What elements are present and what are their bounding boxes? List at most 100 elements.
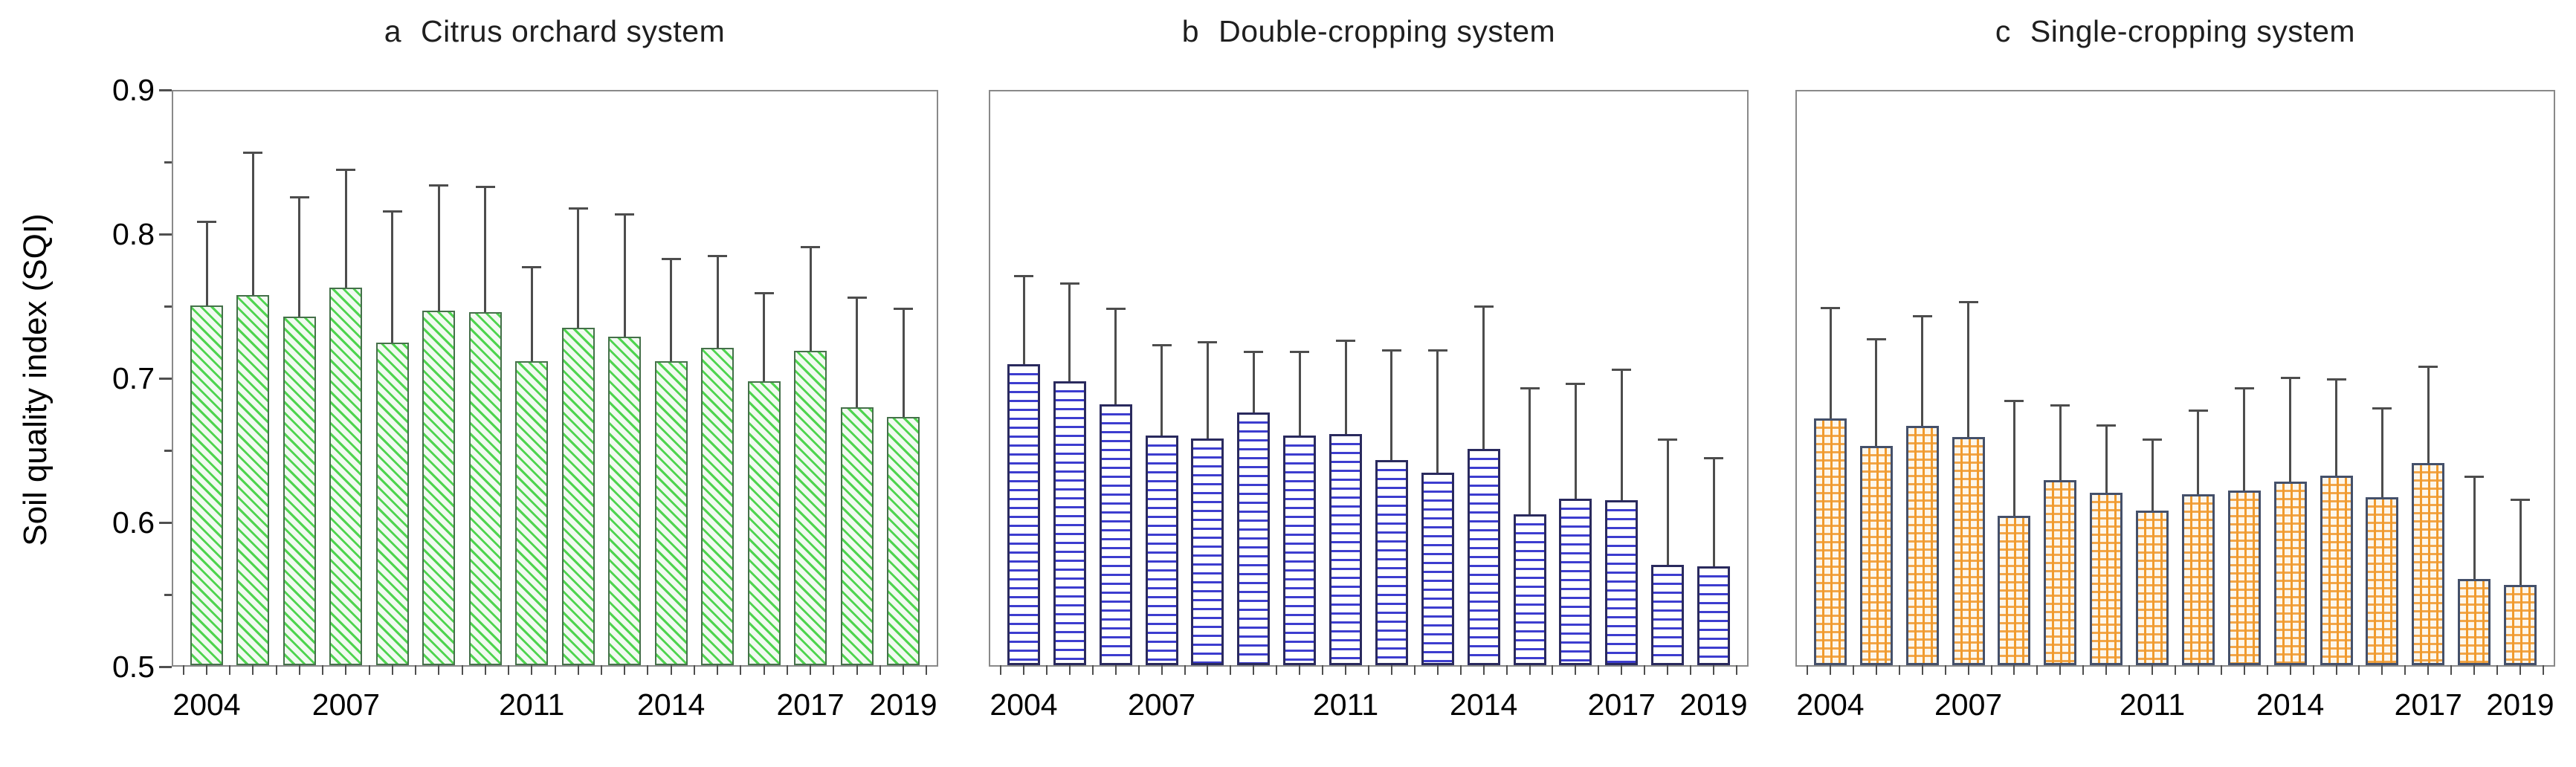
error-bar-cap	[1427, 349, 1447, 352]
error-bar-cap	[661, 257, 681, 260]
bar-c-2017	[2412, 462, 2445, 665]
error-bar-cap	[1059, 282, 1079, 285]
error-bar-stem	[1390, 349, 1393, 461]
error-bar-cap	[754, 292, 774, 295]
x-minor-tick	[554, 665, 556, 675]
bar-c-2012	[2181, 494, 2215, 665]
error-bar-cap	[1198, 340, 1218, 343]
error-bar-a-2010	[475, 186, 495, 313]
panel-c-title-text: Single-cropping system	[2030, 14, 2356, 48]
x-tick	[298, 665, 300, 675]
x-tick	[438, 665, 440, 675]
error-bar-stem	[577, 207, 580, 329]
x-tick	[1068, 665, 1071, 675]
error-bar-c-2018	[2464, 476, 2485, 580]
y-tick-label: 0.9	[112, 73, 155, 107]
error-bar-stem	[530, 266, 533, 361]
error-bar-c-2012	[2188, 410, 2208, 495]
x-tick	[577, 665, 579, 675]
year-label-a-2004: 2004	[172, 687, 241, 722]
x-minor-tick	[879, 665, 881, 675]
bar-a-2014	[654, 360, 688, 665]
error-bar-c-2008	[2004, 399, 2024, 517]
x-tick	[670, 665, 672, 675]
y-tick-label: 0.7	[112, 361, 155, 395]
error-bar-c-2007	[1958, 300, 1978, 438]
error-bar-cap	[2004, 399, 2024, 402]
x-minor-tick	[2450, 665, 2453, 675]
error-bar-stem	[344, 169, 347, 288]
year-label-a-2007: 2007	[311, 687, 380, 722]
error-bar-c-2010	[2096, 424, 2117, 493]
bar-a-2006	[283, 317, 316, 665]
bar-c-2006	[1905, 425, 1939, 665]
error-bar-cap	[615, 213, 635, 216]
bar-c-2010	[2090, 493, 2123, 665]
panel-a-plot: 2004 2007 2011 2014 2017 2019	[172, 90, 938, 722]
panel-b-plot: 2004 2007 2011 2014 2017 2019	[989, 90, 1749, 722]
error-bar-c-2017	[2418, 365, 2438, 463]
x-tick	[1436, 665, 1439, 675]
error-bar-stem	[251, 152, 254, 296]
error-bar-stem	[2473, 476, 2476, 580]
x-minor-tick	[2266, 665, 2268, 675]
x-tick	[2013, 665, 2015, 675]
bar-c-2014	[2273, 481, 2307, 665]
error-bar-b-2016	[1566, 382, 1586, 499]
y-tick-label: 0.5	[112, 650, 155, 684]
x-tick	[763, 665, 765, 675]
year-label-b-2014: 2014	[1450, 687, 1518, 722]
panel-c-letter: c	[1995, 14, 2011, 48]
bar-b-2009	[1237, 412, 1271, 665]
x-minor-tick	[2358, 665, 2360, 675]
bar-b-2012	[1375, 460, 1408, 665]
error-bar-cap	[2418, 365, 2438, 368]
x-tick	[903, 665, 904, 675]
panel-b-title: b Double-cropping system	[1182, 12, 1555, 51]
error-bar-cap	[568, 207, 588, 210]
error-bar-cap	[2280, 377, 2300, 380]
error-bar-a-2017	[801, 246, 821, 352]
y-major-tick	[159, 233, 172, 236]
x-tick	[1667, 665, 1669, 675]
bar-c-2015	[2320, 476, 2353, 665]
y-major-tick	[159, 666, 172, 668]
error-bar-a-2004	[197, 220, 216, 305]
error-bar-stem	[2151, 438, 2154, 511]
x-tick	[2197, 665, 2199, 675]
error-bar-c-2014	[2280, 377, 2300, 482]
x-tick	[252, 665, 254, 675]
y-minor-tick	[164, 450, 172, 452]
error-bar-a-2014	[661, 257, 681, 361]
x-tick	[2473, 665, 2476, 675]
error-bar-stem	[2105, 424, 2108, 493]
x-minor-tick	[2496, 665, 2499, 675]
error-bar-stem	[1712, 457, 1715, 566]
error-bar-cap	[243, 152, 263, 155]
x-tick	[1529, 665, 1531, 675]
error-bar-b-2019	[1704, 457, 1723, 566]
bar-b-2008	[1191, 438, 1224, 665]
error-bar-cap	[1958, 300, 1978, 303]
x-tick	[2519, 665, 2521, 675]
error-bar-stem	[1252, 351, 1255, 413]
x-tick	[2381, 665, 2383, 675]
x-minor-tick	[2404, 665, 2406, 675]
y-tick-label: 0.6	[112, 505, 155, 540]
y-axis-title: Soil quality index (SQI)	[17, 213, 54, 546]
error-bar-a-2013	[615, 213, 635, 337]
error-bar-a-2015	[708, 255, 728, 349]
error-bar-cap	[1821, 306, 1840, 309]
error-bar-cap	[2326, 378, 2346, 381]
error-bar-stem	[1436, 349, 1439, 473]
error-bar-b-2010	[1290, 351, 1310, 436]
error-bar-c-2011	[2143, 438, 2163, 511]
x-tick	[1575, 665, 1577, 675]
error-bar-b-2005	[1059, 282, 1079, 381]
error-bar-cap	[1612, 368, 1632, 371]
error-bar-cap	[2464, 476, 2485, 479]
error-bar-cap	[1290, 351, 1310, 354]
error-bar-stem	[2059, 404, 2062, 481]
error-bar-cap	[1014, 275, 1033, 278]
x-minor-tick	[2542, 665, 2544, 675]
